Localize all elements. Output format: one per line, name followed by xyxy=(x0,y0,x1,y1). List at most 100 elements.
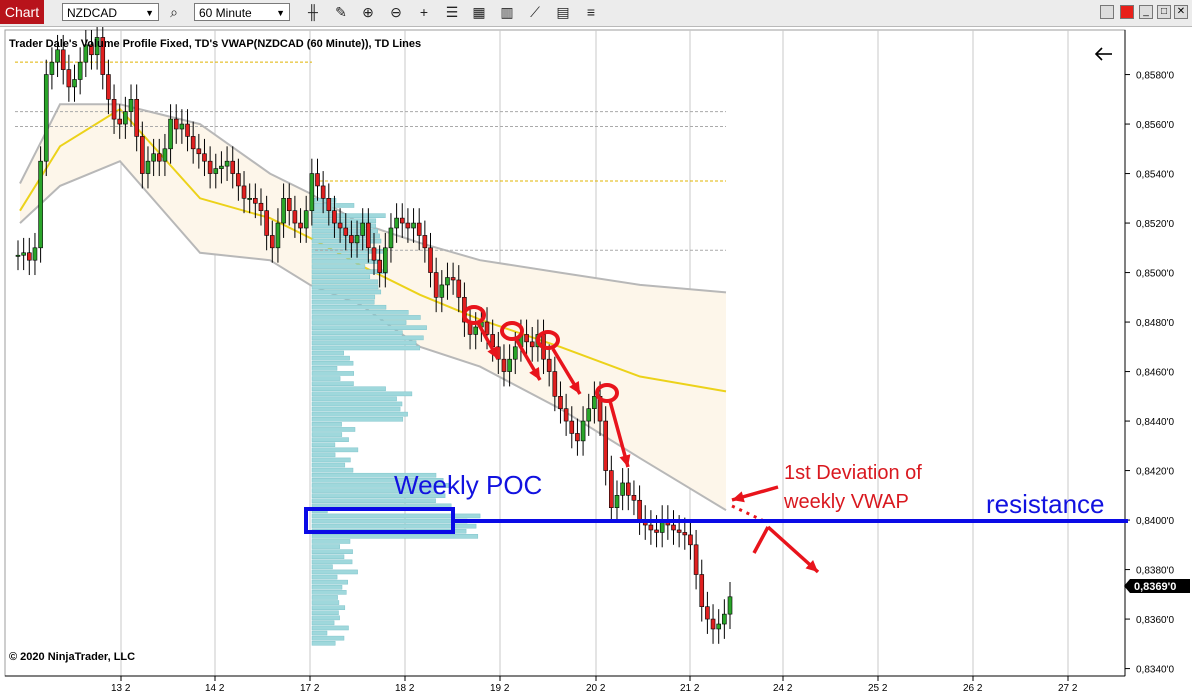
candle xyxy=(202,138,207,177)
interval-selector[interactable]: 60 Minute ▼ xyxy=(194,3,290,21)
candle xyxy=(439,270,445,313)
y-tick-label: 0,8580'0 xyxy=(1136,71,1174,82)
candle xyxy=(258,188,264,226)
y-axis: 0,8580'0 0,8560'0 0,8540'0 0,8520'0 0,8500'0… xyxy=(1124,30,1192,676)
x-tick-label: 20 2 xyxy=(586,683,606,694)
tab-chart[interactable]: Chart xyxy=(0,0,44,24)
candle xyxy=(219,151,224,184)
x-tick-label: 27 2 xyxy=(1058,683,1078,694)
candle xyxy=(83,30,89,78)
candle xyxy=(332,195,337,238)
candle xyxy=(445,262,450,300)
y-tick-label: 0,8380'0 xyxy=(1136,566,1174,577)
back-arrow-icon[interactable] xyxy=(1094,47,1112,61)
candle xyxy=(620,468,625,511)
volume-profile xyxy=(311,198,481,646)
candle xyxy=(716,609,721,644)
y-tick-label: 0,8560'0 xyxy=(1136,120,1174,131)
candle xyxy=(15,240,21,271)
candle xyxy=(603,406,608,486)
highlight-circle xyxy=(595,383,619,403)
candle xyxy=(354,220,360,258)
chevron-down-icon: ▼ xyxy=(276,8,285,18)
x-tick-label: 19 2 xyxy=(490,683,510,694)
minimize-button[interactable]: _ xyxy=(1139,5,1153,19)
highlight-circle xyxy=(500,321,524,341)
highlight-circle xyxy=(536,330,560,350)
red-arrow xyxy=(551,348,582,395)
candle xyxy=(326,183,332,226)
candle xyxy=(366,208,371,263)
red-arrow xyxy=(608,400,631,468)
line-drawing-icon[interactable]: ⟋ xyxy=(530,4,540,20)
strategies-icon[interactable]: ▥ xyxy=(500,4,514,20)
candle xyxy=(128,84,134,127)
candle xyxy=(94,27,100,70)
candle xyxy=(253,183,258,219)
red-arrow xyxy=(514,338,542,381)
candle xyxy=(433,257,439,313)
crosshair-icon[interactable]: + xyxy=(419,4,429,20)
candle xyxy=(552,356,558,412)
candle xyxy=(185,109,190,152)
candle xyxy=(162,133,168,177)
zoom-in-icon[interactable]: ⊕ xyxy=(362,4,374,20)
candle xyxy=(145,146,151,189)
y-tick-label: 0,8340'0 xyxy=(1136,665,1174,676)
data-box-icon[interactable]: ≡ xyxy=(586,4,596,20)
maximize-button[interactable]: □ xyxy=(1157,5,1171,19)
candle xyxy=(224,146,230,181)
candle xyxy=(388,213,394,263)
candle xyxy=(722,599,727,639)
instrument-selector[interactable]: NZDCAD ▼ xyxy=(62,3,159,21)
window-menu-button[interactable] xyxy=(1100,5,1114,19)
candle xyxy=(456,265,462,313)
candle xyxy=(727,581,733,629)
candle xyxy=(38,146,43,263)
x-tick-label: 17 2 xyxy=(300,683,320,694)
y-tick-label: 0,8360'0 xyxy=(1136,615,1174,626)
weekly-poc-label: Weekly POC xyxy=(394,470,542,500)
candle xyxy=(693,529,699,590)
candle xyxy=(609,455,614,523)
candle xyxy=(377,245,382,288)
y-tick-label: 0,8440'0 xyxy=(1136,417,1174,428)
candle xyxy=(168,104,173,164)
indicators-icon[interactable]: ▦ xyxy=(472,4,486,20)
window-pin-button[interactable] xyxy=(1120,5,1134,19)
candle xyxy=(60,34,66,85)
candle xyxy=(286,183,292,226)
x-tick-label: 26 2 xyxy=(963,683,983,694)
candle xyxy=(77,47,83,95)
candle xyxy=(529,327,535,362)
x-tick-label: 18 2 xyxy=(395,683,415,694)
candle xyxy=(156,138,162,177)
candle xyxy=(507,344,512,387)
interval-value: 60 Minute xyxy=(199,6,252,20)
candle xyxy=(269,220,275,263)
candle xyxy=(428,232,433,288)
candle xyxy=(100,27,106,90)
templates-icon[interactable]: ▤ xyxy=(556,4,570,20)
candle xyxy=(72,64,77,102)
chart-area[interactable]: Trader Dale's Volume Profile Fixed, TD's… xyxy=(0,27,1192,699)
bars-type-icon[interactable]: ╫ xyxy=(308,4,318,20)
candle xyxy=(422,220,428,263)
properties-icon[interactable]: ☰ xyxy=(445,4,459,20)
candle xyxy=(213,153,219,189)
y-tick-label: 0,8520'0 xyxy=(1136,219,1174,230)
candle xyxy=(298,208,303,243)
candle xyxy=(360,208,365,251)
instrument-value: NZDCAD xyxy=(67,6,117,20)
zoom-out-icon[interactable]: ⊖ xyxy=(390,4,402,20)
candle xyxy=(241,171,247,214)
search-icon[interactable]: ⌕ xyxy=(170,4,178,20)
resistance-label: resistance xyxy=(986,489,1105,519)
last-price-badge: 0,8369'0 xyxy=(1124,579,1190,593)
close-button[interactable]: ✕ xyxy=(1174,5,1188,19)
candle xyxy=(699,559,705,622)
pencil-icon[interactable]: ✎ xyxy=(335,4,347,20)
candle xyxy=(625,468,631,511)
candle xyxy=(688,520,693,560)
candle xyxy=(66,54,72,102)
